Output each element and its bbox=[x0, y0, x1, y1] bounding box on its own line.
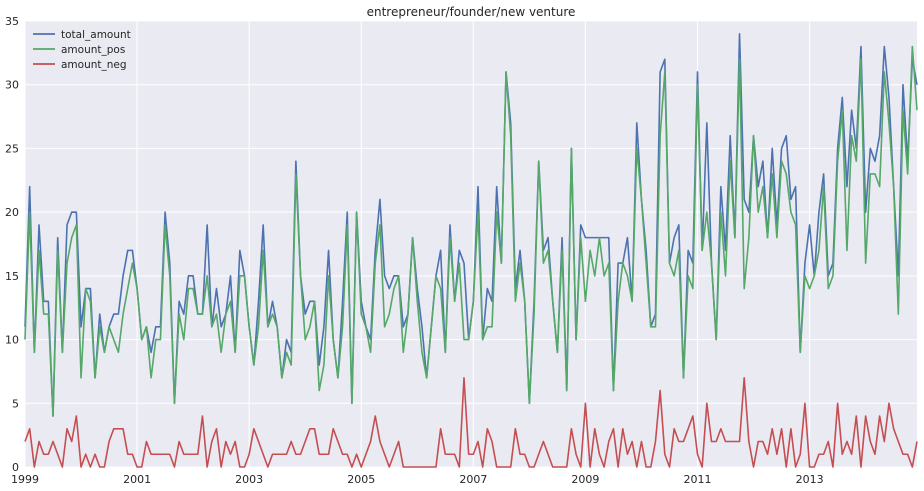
series-line-amount-neg bbox=[24, 376, 918, 468]
legend-label: amount_neg bbox=[61, 59, 127, 71]
y-tick-label: 35 bbox=[5, 15, 19, 28]
grid-lines bbox=[24, 20, 917, 468]
x-tick-label: 2001 bbox=[123, 473, 151, 486]
x-tick-label: 2011 bbox=[684, 473, 712, 486]
y-axis-ticks: 0 5 10 15 20 25 30 35 bbox=[5, 15, 19, 474]
x-tick-label: 1999 bbox=[11, 473, 39, 486]
y-tick-label: 20 bbox=[5, 206, 19, 219]
y-tick-label: 10 bbox=[5, 334, 19, 347]
series-lines bbox=[24, 32, 918, 468]
x-tick-label: 2009 bbox=[571, 473, 599, 486]
y-tick-label: 25 bbox=[5, 142, 19, 155]
x-tick-label: 2013 bbox=[796, 473, 824, 486]
legend-item-total-amount: total_amount bbox=[33, 29, 131, 41]
x-tick-label: 2007 bbox=[459, 473, 487, 486]
series-line-amount-pos bbox=[24, 45, 918, 417]
legend-label: total_amount bbox=[61, 29, 131, 41]
x-axis-ticks: 1999 2001 2003 2005 2007 2009 2011 2013 bbox=[11, 473, 824, 486]
legend-item-amount-neg: amount_neg bbox=[33, 59, 127, 71]
chart-title: entrepreneur/founder/new venture bbox=[367, 5, 576, 19]
legend: total_amount amount_pos amount_neg bbox=[33, 29, 131, 71]
y-tick-label: 5 bbox=[12, 397, 19, 410]
legend-item-amount-pos: amount_pos bbox=[33, 44, 125, 56]
plot-background bbox=[25, 21, 917, 467]
y-tick-label: 15 bbox=[5, 270, 19, 283]
x-tick-label: 2003 bbox=[235, 473, 263, 486]
y-tick-label: 30 bbox=[5, 79, 19, 92]
x-tick-label: 2005 bbox=[347, 473, 375, 486]
legend-label: amount_pos bbox=[61, 44, 125, 56]
y-tick-label: 0 bbox=[12, 461, 19, 474]
